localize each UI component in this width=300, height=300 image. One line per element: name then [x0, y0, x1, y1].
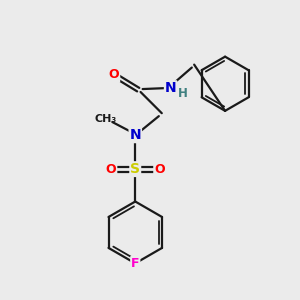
Text: S: S: [130, 162, 140, 176]
Text: O: O: [154, 163, 165, 176]
Text: O: O: [109, 68, 119, 81]
Text: N: N: [165, 81, 176, 95]
Text: CH₃: CH₃: [95, 114, 117, 124]
Text: O: O: [106, 163, 116, 176]
Text: N: N: [130, 128, 141, 142]
Text: H: H: [178, 87, 187, 100]
Text: F: F: [131, 257, 140, 270]
